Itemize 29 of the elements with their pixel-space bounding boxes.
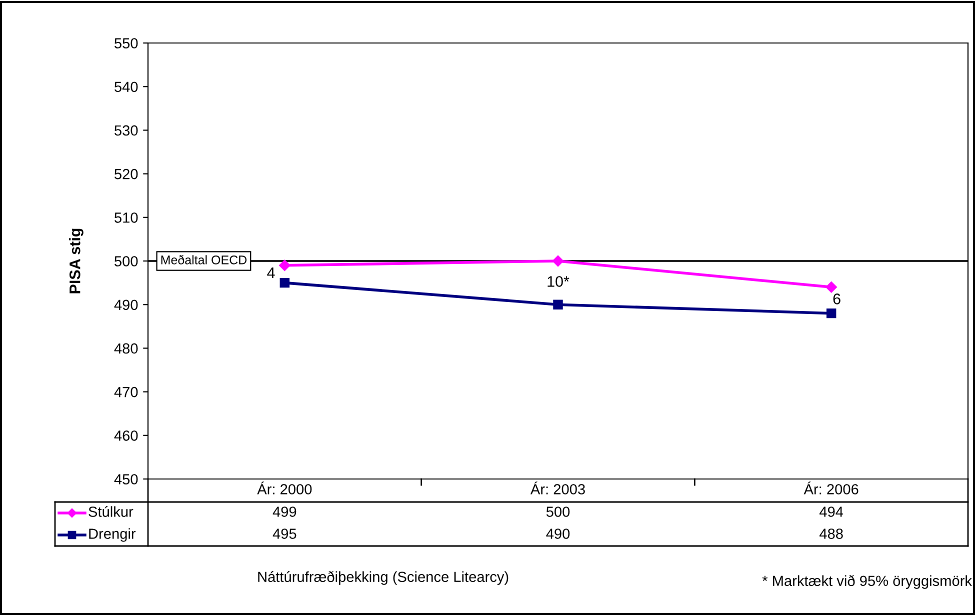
y-tick-label: 540	[114, 82, 138, 92]
x-tick-label: Ár: 2003	[530, 482, 585, 494]
ref-line-label: Meðaltal OECD	[161, 254, 247, 264]
data-label: 499	[272, 506, 296, 517]
y-tick-label: 520	[114, 168, 138, 180]
annotation: 10*	[548, 276, 570, 287]
y-tick-label: 490	[114, 300, 138, 310]
annotation: 4	[267, 268, 275, 278]
y-tick-label: 450	[114, 474, 138, 484]
data-label: 490	[546, 528, 570, 539]
y-tick-label: 480	[114, 343, 138, 354]
y-tick-label: 500	[114, 256, 138, 266]
x-tick-label: Ár: 2006	[804, 482, 858, 494]
data-label: 500	[546, 506, 570, 517]
y-tick-label: 550	[114, 38, 138, 48]
text: Náttúrufræðiþekking (Science Litearcy)	[258, 571, 508, 585]
y-axis-title: PISA stig	[69, 228, 84, 294]
data-label: 494	[820, 506, 844, 517]
y-tick-label: 530	[114, 125, 138, 136]
annotation: 6	[833, 294, 840, 304]
y-tick-label: 460	[114, 430, 138, 441]
data-label: 488	[820, 528, 843, 539]
text: * Marktækt við 95% öryggismörk	[762, 575, 972, 589]
legend-label: Stúlkur	[88, 506, 134, 517]
x-tick-label: Ár: 2000	[257, 482, 312, 494]
data-label: 495	[272, 528, 296, 539]
y-tick-label: 510	[114, 212, 138, 223]
legend-label: Drengir	[89, 528, 136, 542]
y-tick-label: 470	[114, 386, 138, 398]
